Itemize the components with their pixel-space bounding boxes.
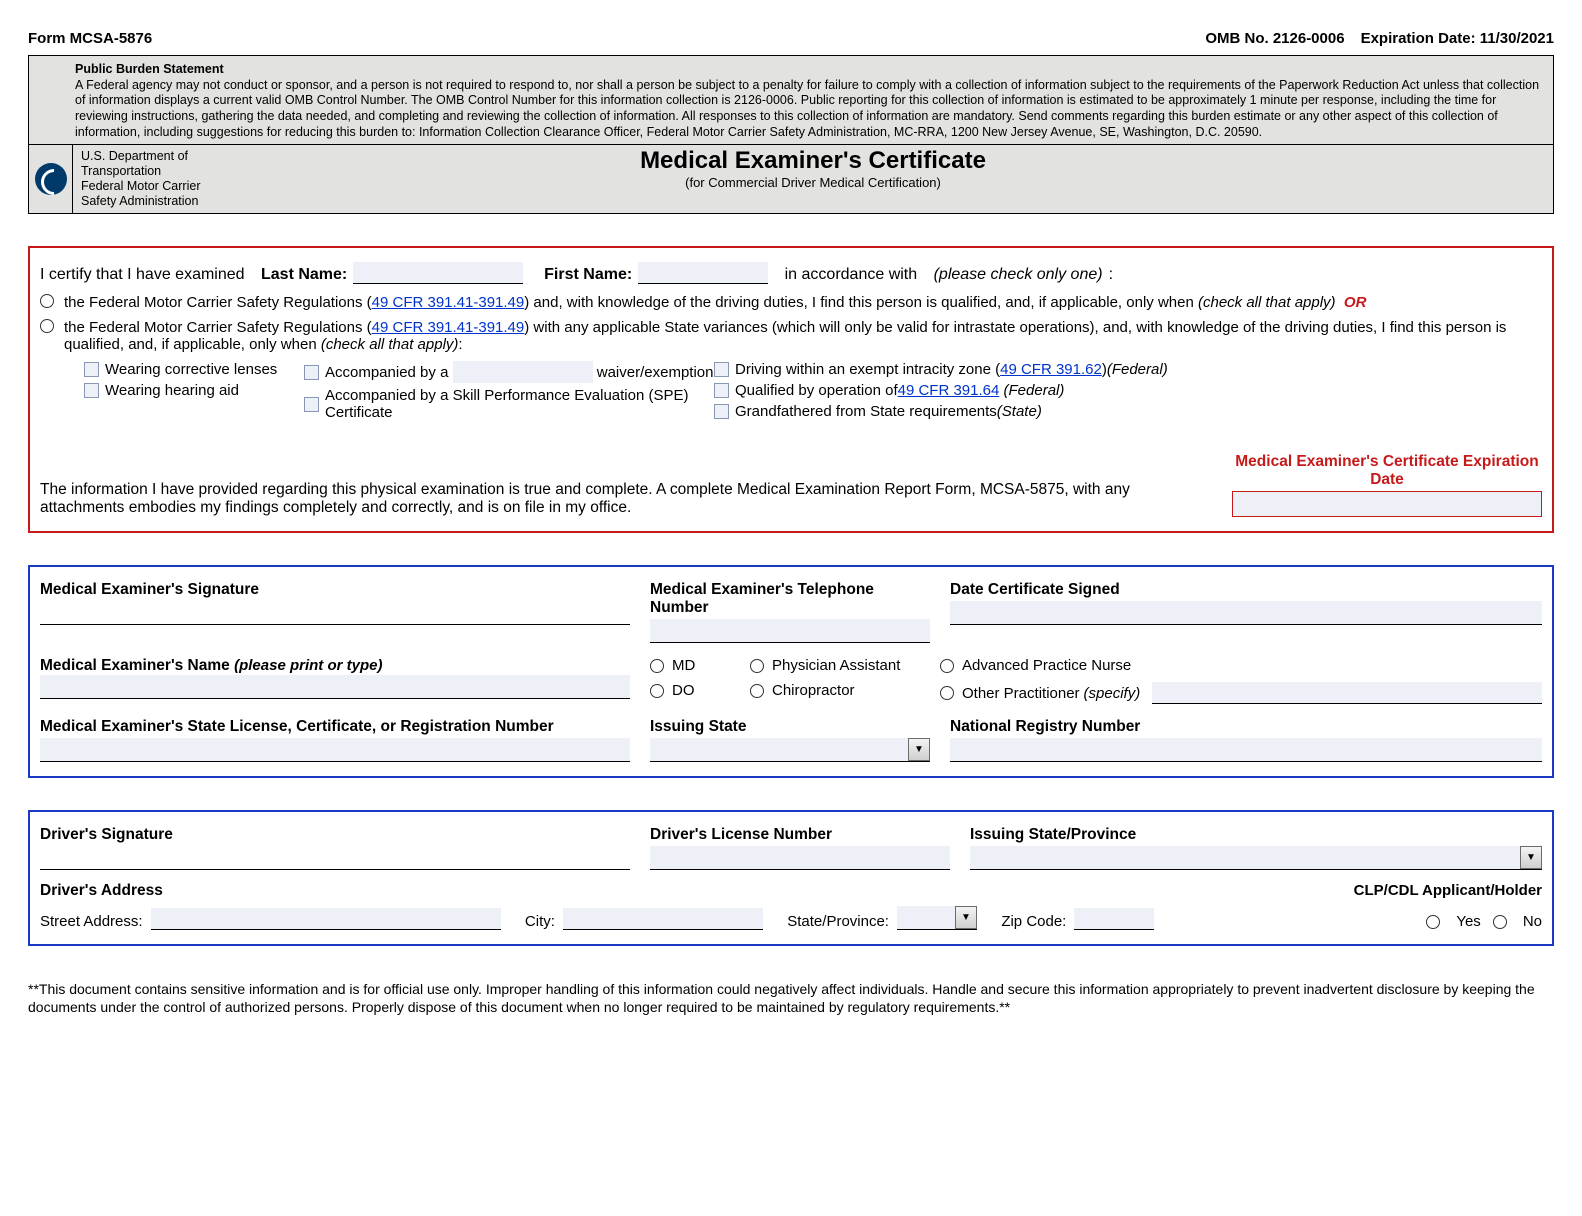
dot-logo xyxy=(29,145,73,213)
driver-signature-field[interactable] xyxy=(40,846,630,870)
chevron-down-icon: ▼ xyxy=(908,738,930,761)
me-license-field[interactable] xyxy=(40,738,630,762)
other-practitioner-field[interactable] xyxy=(1152,682,1542,704)
fmcsr-radio-2[interactable] xyxy=(40,319,54,333)
last-name-field[interactable] xyxy=(353,262,523,284)
clp-yes-radio[interactable] xyxy=(1426,915,1440,929)
radio-apn[interactable] xyxy=(940,659,954,673)
top-header: Form MCSA-5876 OMB No. 2126-0006 Expirat… xyxy=(28,30,1554,47)
issuing-state-dropdown[interactable]: ▼ xyxy=(650,738,930,762)
form-subtitle: (for Commercial Driver Medical Certifica… xyxy=(273,175,1353,190)
radio-pa[interactable] xyxy=(750,659,764,673)
form-title: Medical Examiner's Certificate xyxy=(273,147,1353,175)
cert-exp-label: Medical Examiner's Certificate Expiratio… xyxy=(1232,453,1542,489)
form-number: Form MCSA-5876 xyxy=(28,30,152,47)
street-field[interactable] xyxy=(151,908,501,930)
cfr-link-1[interactable]: 49 CFR 391.41-391.49 xyxy=(372,294,525,311)
fmcsr-radio-1[interactable] xyxy=(40,294,54,308)
omb-number: OMB No. 2126-0006 xyxy=(1205,30,1344,47)
burden-title: Public Burden Statement xyxy=(75,62,1543,78)
driver-issuing-state-dropdown[interactable]: ▼ xyxy=(970,846,1542,870)
date-signed-field[interactable] xyxy=(950,601,1542,625)
burden-text: A Federal agency may not conduct or spon… xyxy=(75,78,1543,141)
waiver-field[interactable] xyxy=(453,361,593,383)
info-statement: The information I have provided regardin… xyxy=(40,481,1212,517)
chk-lenses[interactable] xyxy=(84,362,99,377)
nrn-field[interactable] xyxy=(950,738,1542,762)
chk-grandfathered[interactable] xyxy=(714,404,729,419)
footnote: **This document contains sensitive infor… xyxy=(28,980,1554,1016)
cfr-39164-link[interactable]: 49 CFR 391.64 xyxy=(898,382,1000,399)
cert-exp-field[interactable] xyxy=(1232,491,1542,517)
first-name-field[interactable] xyxy=(638,262,768,284)
driver-section: Driver's Signature Driver's License Numb… xyxy=(28,810,1554,946)
certification-section: I certify that I have examined Last Name… xyxy=(28,246,1554,533)
radio-md[interactable] xyxy=(650,659,664,673)
radio-other[interactable] xyxy=(940,686,954,700)
chk-intracity[interactable] xyxy=(714,362,729,377)
me-telephone-field[interactable] xyxy=(650,619,930,643)
driver-license-field[interactable] xyxy=(650,846,950,870)
me-signature-field[interactable] xyxy=(40,601,630,625)
radio-chiro[interactable] xyxy=(750,684,764,698)
chk-spe[interactable] xyxy=(304,397,319,412)
chk-hearing[interactable] xyxy=(84,383,99,398)
medical-examiner-section: Medical Examiner's Signature Medical Exa… xyxy=(28,565,1554,778)
chevron-down-icon: ▼ xyxy=(955,906,977,929)
chk-qualified[interactable] xyxy=(714,383,729,398)
department-block: U.S. Department of Transportation Federa… xyxy=(73,145,273,213)
chk-accompanied[interactable] xyxy=(304,365,319,380)
radio-do[interactable] xyxy=(650,684,664,698)
clp-no-radio[interactable] xyxy=(1493,915,1507,929)
cfr-link-2[interactable]: 49 CFR 391.41-391.49 xyxy=(372,319,525,336)
state-province-dropdown[interactable]: ▼ xyxy=(897,906,977,930)
city-field[interactable] xyxy=(563,908,763,930)
zip-field[interactable] xyxy=(1074,908,1154,930)
chevron-down-icon: ▼ xyxy=(1520,846,1542,869)
header-box: Public Burden Statement A Federal agency… xyxy=(28,55,1554,214)
expiration-date: Expiration Date: 11/30/2021 xyxy=(1361,30,1554,47)
cfr-39162-link[interactable]: 49 CFR 391.62 xyxy=(1000,361,1102,378)
me-name-field[interactable] xyxy=(40,675,630,699)
